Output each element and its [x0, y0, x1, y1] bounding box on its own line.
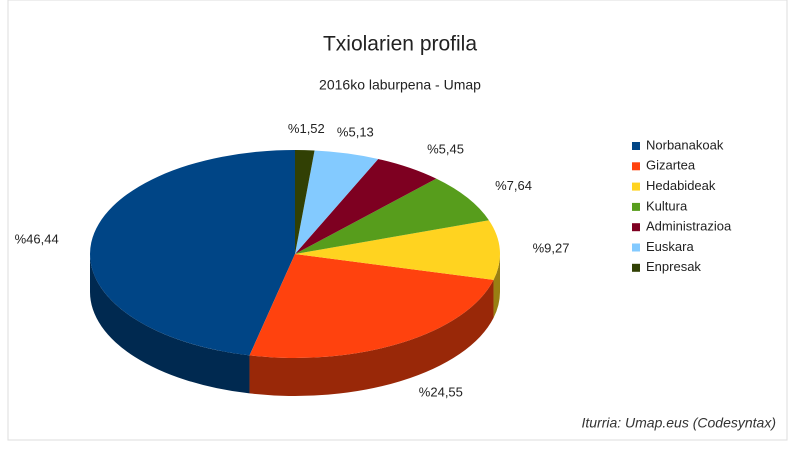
- legend-label: Enpresak: [646, 259, 701, 274]
- slice: [295, 178, 489, 254]
- legend-swatch: [632, 263, 640, 272]
- chart-subtitle: 2016ko laburpena - Umap: [319, 77, 481, 93]
- slice: [90, 150, 295, 356]
- legend-swatch: [632, 223, 640, 232]
- legend-swatch: [632, 243, 640, 252]
- slice: [295, 150, 315, 254]
- slice: [295, 158, 437, 254]
- legend-swatch: [632, 162, 640, 171]
- legend-label: Administrazioa: [646, 219, 732, 234]
- legend-label: Kultura: [646, 198, 688, 213]
- legend-label: Gizartea: [646, 158, 696, 173]
- data-label: %9,27: [533, 241, 570, 256]
- legend-label: Euskara: [646, 239, 694, 254]
- slice: [249, 254, 494, 358]
- data-label: %46,44: [15, 232, 59, 247]
- slice: [295, 150, 379, 254]
- slice-side: [493, 254, 500, 318]
- legend-label: Norbanakoak: [646, 137, 724, 152]
- data-label: %1,52: [288, 121, 325, 136]
- data-label: %7,64: [495, 178, 532, 193]
- data-label: %5,13: [337, 125, 374, 140]
- data-label: %24,55: [419, 384, 463, 399]
- data-label: %5,45: [427, 142, 464, 157]
- legend-swatch: [632, 142, 640, 150]
- slice-side: [249, 279, 494, 396]
- legend-swatch: [632, 182, 640, 191]
- chart-title: Txiolarien profila: [323, 33, 477, 56]
- slice-side: [90, 254, 250, 394]
- legend-label: Hedabideak: [646, 178, 716, 193]
- source-note: Iturria: Umap.eus (Codesyntax): [581, 415, 776, 431]
- slice: [295, 220, 500, 280]
- legend-swatch: [632, 202, 640, 211]
